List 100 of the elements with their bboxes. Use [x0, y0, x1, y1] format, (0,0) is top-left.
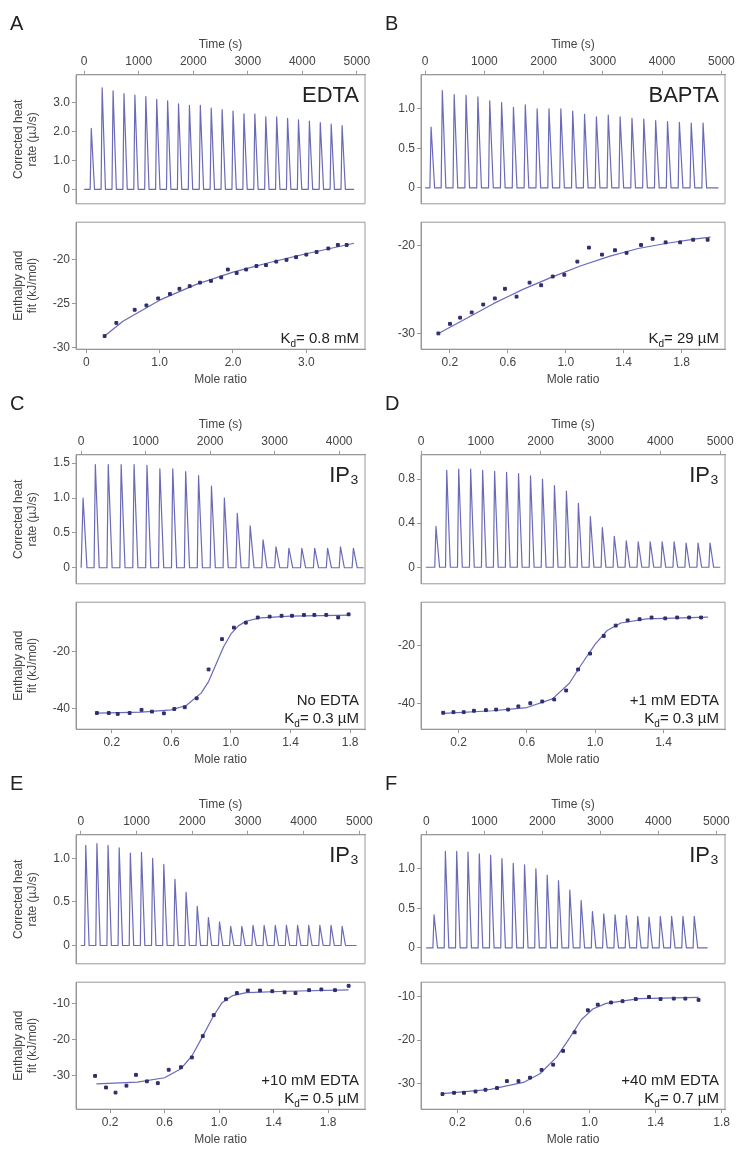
- point: [624, 250, 629, 255]
- point: [469, 310, 474, 315]
- x-tick-label: 1.8: [673, 354, 691, 369]
- y-tick-label: 1.0: [53, 152, 71, 167]
- point: [335, 243, 340, 247]
- x-tick-label: 1.4: [615, 354, 633, 369]
- y-axis-title: Corrected heat rate (µJ/s): [10, 478, 39, 559]
- annotation: +1 mM EDTA: [629, 691, 720, 709]
- point: [254, 264, 259, 268]
- point: [458, 315, 462, 320]
- point: [528, 701, 533, 706]
- point: [187, 284, 192, 289]
- point: [705, 237, 710, 242]
- y-tick-label: 2.0: [53, 123, 71, 138]
- point: [312, 612, 317, 617]
- x-axis-title: Time (s): [551, 796, 595, 811]
- point: [575, 259, 580, 264]
- point: [562, 272, 567, 277]
- y-tick-label: 1.0: [398, 861, 416, 876]
- x-tick-label: 3000: [234, 813, 262, 828]
- x-tick-label: 3000: [261, 433, 289, 448]
- y-tick-label: -40: [397, 695, 416, 710]
- point: [436, 331, 441, 336]
- point: [326, 246, 331, 251]
- chart-title: C: [10, 391, 25, 414]
- x-tick-label: 1.8: [713, 1114, 731, 1129]
- x-tick-label: 1.0: [557, 354, 575, 369]
- point: [211, 1013, 216, 1018]
- point: [495, 1086, 499, 1090]
- annotation: IP₃: [689, 461, 719, 487]
- y-axis-title: Enthalpy and fit (kJ/mol): [10, 1010, 39, 1081]
- point: [539, 1067, 544, 1072]
- x-tick-label: 0.2: [449, 1114, 467, 1129]
- x-tick-label: 2000: [528, 813, 556, 828]
- annotation: EDTA: [301, 81, 360, 107]
- y-tick-label: 1.0: [53, 850, 71, 865]
- x-tick-label: 0: [422, 813, 430, 828]
- point: [472, 708, 476, 713]
- y-tick-label: -20: [397, 1032, 416, 1047]
- x-axis-title: Time (s): [551, 36, 595, 51]
- x-tick-label: 1.0: [151, 354, 169, 369]
- point: [663, 616, 668, 621]
- point: [540, 699, 545, 704]
- x-axis-title: Mole ratio: [194, 1132, 248, 1147]
- y-tick-label: 0: [63, 937, 71, 952]
- x-tick-label: 1.0: [586, 734, 604, 749]
- point: [528, 1075, 532, 1080]
- x-tick-label: 0.2: [441, 354, 459, 369]
- x-axis-title: Mole ratio: [194, 752, 248, 767]
- x-tick-label: 5000: [708, 53, 736, 68]
- y-tick-label: 0: [408, 940, 416, 955]
- point: [209, 278, 213, 283]
- y-tick-label: 0.4: [398, 515, 416, 530]
- point: [144, 1079, 149, 1084]
- point: [440, 1092, 445, 1096]
- point: [625, 618, 630, 623]
- point: [585, 1008, 590, 1013]
- line-series: [80, 463, 365, 569]
- y-tick-label: 0: [63, 560, 71, 575]
- point: [102, 334, 107, 338]
- x-tick-label: 1.0: [222, 734, 240, 749]
- x-tick-label: 0.6: [163, 734, 180, 749]
- point: [198, 280, 202, 285]
- point: [219, 275, 224, 280]
- y-axis-title: Enthalpy and fit (kJ/mol): [10, 630, 39, 701]
- point: [516, 1079, 521, 1084]
- point: [167, 292, 172, 296]
- annotation: +10 mM EDTA: [261, 1071, 360, 1089]
- point: [675, 615, 680, 620]
- y-tick-label: -20: [397, 238, 416, 253]
- point: [637, 617, 642, 622]
- point: [473, 1089, 478, 1094]
- y-tick-label: -30: [52, 1068, 71, 1083]
- chart-title: F: [385, 771, 398, 794]
- y-tick-label: -10: [397, 989, 416, 1004]
- y-tick-label: 3.0: [53, 94, 71, 109]
- y-tick-label: -30: [52, 339, 71, 354]
- point: [451, 710, 456, 715]
- point: [483, 1087, 488, 1092]
- point: [124, 1083, 129, 1088]
- x-tick-label: 0.6: [499, 354, 517, 369]
- annotation: No EDTA: [296, 691, 359, 709]
- point: [552, 697, 557, 702]
- point: [139, 707, 144, 712]
- point: [293, 991, 298, 995]
- y-tick-label: -40: [52, 701, 71, 716]
- point: [505, 1079, 509, 1084]
- point: [691, 237, 696, 242]
- point: [319, 987, 324, 992]
- x-axis-title: Time (s): [198, 416, 243, 431]
- x-axis-title: Mole ratio: [546, 752, 600, 767]
- point: [258, 988, 262, 993]
- x-tick-label: 2000: [179, 53, 207, 68]
- point: [346, 612, 351, 617]
- x-tick-label: 2000: [196, 433, 224, 448]
- y-tick-label: 0.8: [398, 471, 416, 486]
- point: [663, 240, 668, 245]
- y-tick-label: -20: [52, 643, 71, 658]
- point: [245, 988, 250, 993]
- point: [699, 615, 703, 620]
